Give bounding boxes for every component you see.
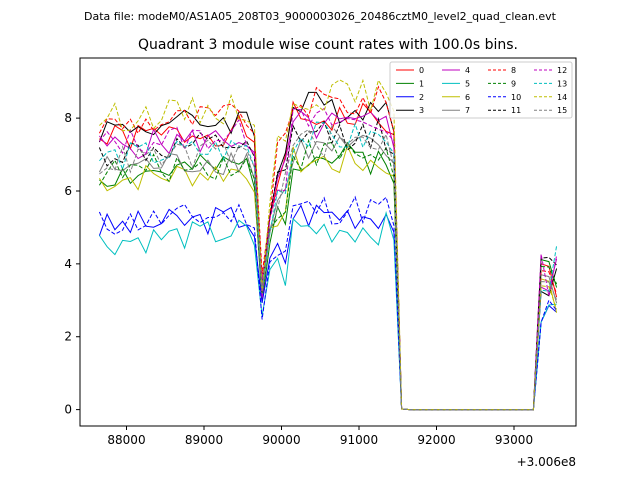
series-line-9 <box>98 138 558 411</box>
series-line-15 <box>99 124 558 411</box>
x-tick-label: 92000 <box>417 433 455 447</box>
series-line-2 <box>98 204 557 411</box>
x-tick-label: 89000 <box>185 433 223 447</box>
legend-label-5: 5 <box>465 79 470 88</box>
legend-box <box>389 61 573 119</box>
legend-label-12: 12 <box>557 66 567 75</box>
legend-label-2: 2 <box>419 93 424 102</box>
y-tick-label: 6 <box>64 184 72 198</box>
y-tick-label: 8 <box>64 111 72 125</box>
legend-label-14: 14 <box>557 93 567 102</box>
series-line-5 <box>98 210 557 411</box>
series-line-6 <box>98 144 558 411</box>
figure-suptitle: Data file: modeM0/AS1A05_208T03_90000030… <box>84 10 557 23</box>
plot-lines <box>98 78 558 411</box>
legend-label-8: 8 <box>511 66 516 75</box>
legend-label-13: 13 <box>557 79 567 88</box>
legend-label-0: 0 <box>419 66 424 75</box>
x-axis-offset-label: +3.006e8 <box>517 455 576 469</box>
series-line-12 <box>99 107 558 411</box>
legend-label-10: 10 <box>511 93 521 102</box>
series-line-8 <box>98 85 558 411</box>
y-tick-label: 4 <box>64 257 72 271</box>
legend-label-4: 4 <box>465 66 470 75</box>
series-line-1 <box>99 141 558 411</box>
legend-label-15: 15 <box>557 106 567 115</box>
series-line-7 <box>98 134 558 411</box>
y-tick-label: 0 <box>64 403 72 417</box>
series-line-10 <box>98 195 557 411</box>
x-tick-label: 93000 <box>495 433 533 447</box>
x-tick-label: 88000 <box>107 433 145 447</box>
x-tick-label: 90000 <box>262 433 300 447</box>
series-line-0 <box>99 100 558 411</box>
x-axis: 88000 89000 90000 91000 92000 93000 <box>107 426 533 447</box>
series-line-14 <box>99 78 558 411</box>
series-line-13 <box>99 121 558 411</box>
legend-label-7: 7 <box>465 106 470 115</box>
legend-label-1: 1 <box>419 79 424 88</box>
chart-title: Quadrant 3 module wise count rates with … <box>138 37 518 53</box>
y-axis: 0 2 4 6 8 <box>64 111 80 417</box>
axes-frame <box>79 57 577 427</box>
x-tick-label: 91000 <box>340 433 378 447</box>
legend-label-9: 9 <box>511 79 516 88</box>
legend-label-3: 3 <box>419 106 424 115</box>
legend-label-6: 6 <box>465 93 470 102</box>
y-tick-label: 2 <box>64 330 72 344</box>
legend-label-11: 11 <box>511 106 521 115</box>
